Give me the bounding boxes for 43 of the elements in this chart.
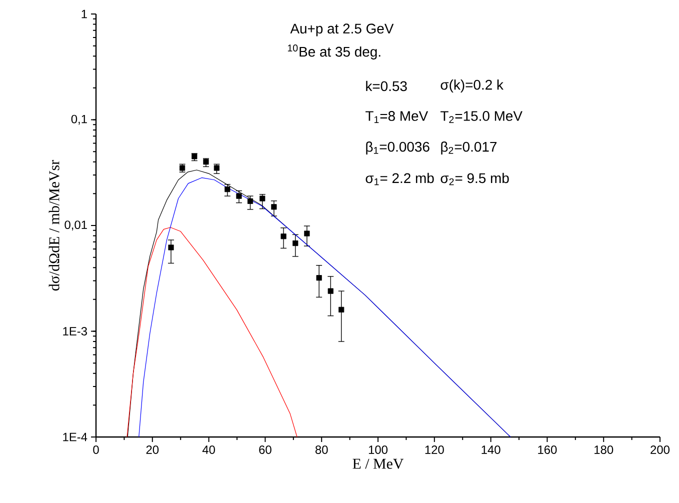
annotation: σ$_{1}$= 2.2 mb: [366, 172, 434, 186]
point: [236, 193, 242, 199]
x-tick-label: 20: [146, 445, 159, 454]
annotation: $^{10}$Be at 35 deg.: [288, 44, 380, 60]
annotation: β$_{2}$=0.017: [441, 141, 497, 154]
annotation: σ$_{2}$= 9.5 mb: [440, 172, 509, 186]
point: [203, 159, 209, 165]
point: [280, 234, 286, 240]
point: [292, 240, 298, 246]
x-tick-label: 60: [259, 445, 272, 454]
point: [224, 186, 230, 192]
y-tick-label: 0,1: [71, 114, 87, 125]
y-axis-title: dσ/dΩdE / mb/MeVsr: [48, 160, 60, 291]
x-axis-title: E / MeV: [352, 458, 404, 469]
y-tick-label: 0,01: [64, 220, 87, 230]
annotation: β$_{1}$=0.0036: [366, 141, 430, 154]
point: [214, 165, 220, 171]
x-tick-label: 40: [202, 445, 215, 454]
y-tick-label: 1E-4: [63, 432, 88, 442]
x-tick-label: 200: [650, 445, 670, 454]
annotation: T$_{2}$=15.0 MeV: [440, 111, 522, 123]
annotation: T$_{1}$=8 MeV: [366, 111, 428, 123]
point: [338, 306, 344, 312]
x-tick-label: 180: [594, 445, 614, 454]
annotation: σ(k)=0.2 k: [440, 79, 504, 92]
x-tick-label: 80: [315, 445, 328, 454]
annotation: k=0.53: [366, 80, 407, 92]
x-tick-label: 0: [93, 445, 99, 454]
y-tick-label: 1E-3: [63, 327, 87, 336]
point: [168, 244, 174, 250]
y-tick-label: 1: [82, 10, 87, 18]
point: [304, 230, 310, 236]
point: [271, 204, 277, 210]
x-tick-label: 140: [482, 445, 500, 454]
line-series: [126, 227, 298, 438]
point: [247, 198, 254, 204]
x-tick-label: 100: [368, 445, 388, 454]
annotation: Au+p at 2.5 GeV: [290, 24, 394, 36]
point: [328, 288, 334, 294]
point: [316, 275, 322, 281]
point: [192, 154, 198, 160]
x-tick-label: 120: [425, 445, 444, 454]
x-tick-label: 160: [538, 445, 557, 454]
